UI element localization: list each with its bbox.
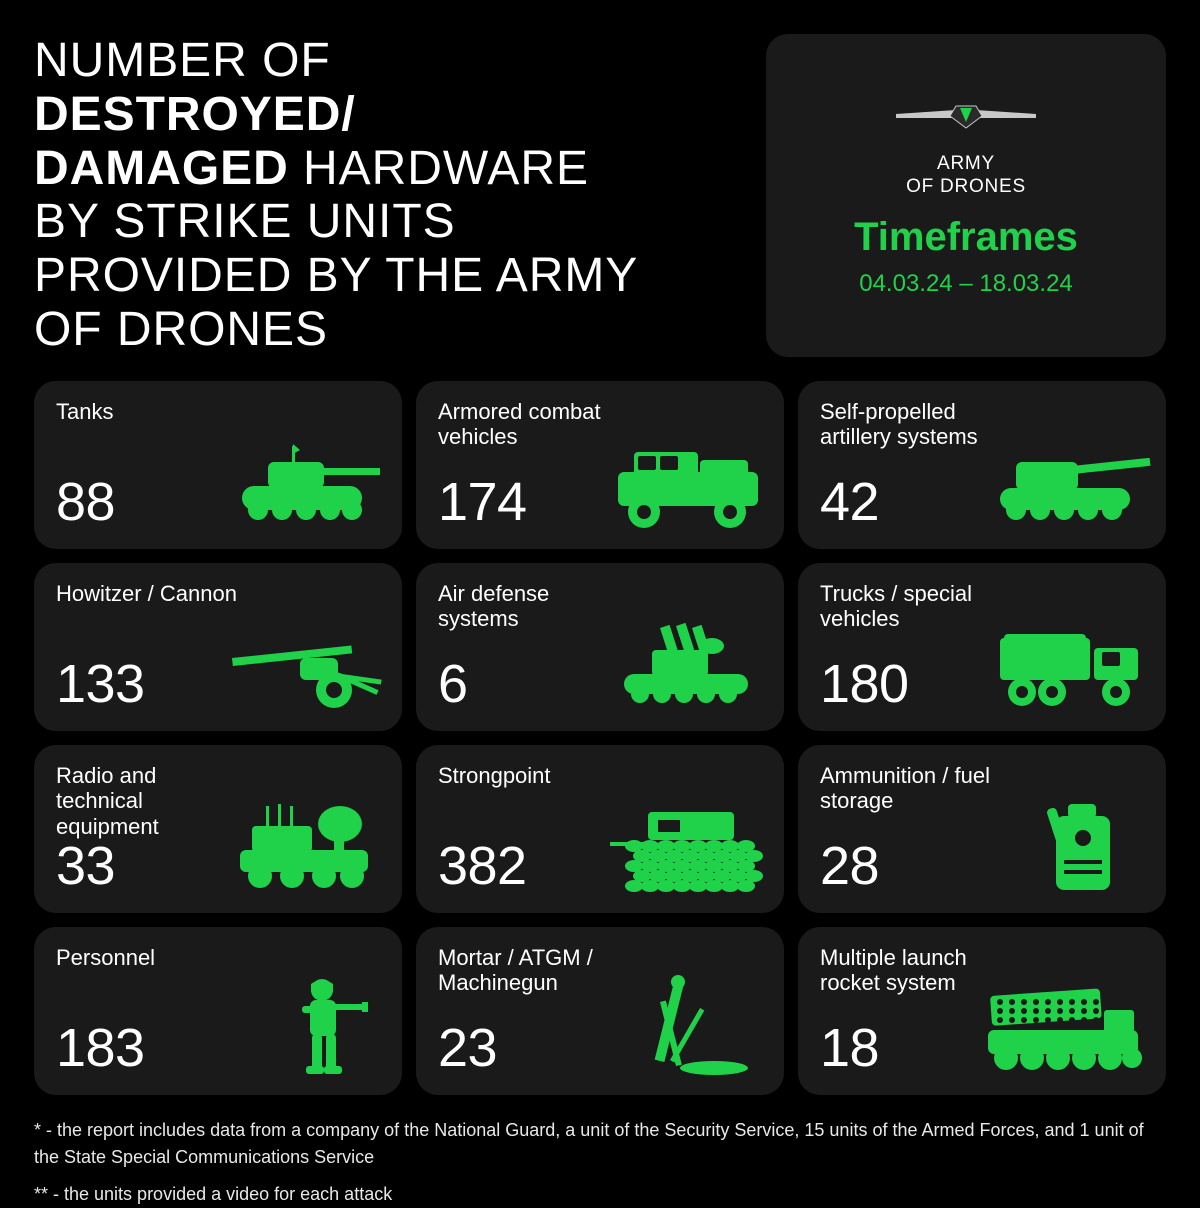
stat-label: Air defense systems	[438, 581, 626, 633]
stat-value: 88	[56, 471, 115, 533]
title-line: HARDWARE	[289, 142, 589, 195]
stat-card: Mortar / ATGM / Machinegun 23	[416, 927, 784, 1095]
fuel-icon	[986, 790, 1156, 905]
stat-card: Trucks / special vehicles 180	[798, 563, 1166, 731]
title-line: NUMBER OF	[34, 34, 331, 87]
stat-value: 33	[56, 835, 115, 897]
stat-label: Radio and technical equipment	[56, 763, 244, 841]
stat-value: 174	[438, 471, 526, 533]
stat-card: Radio and technical equipment33	[34, 745, 402, 913]
strongpoint-icon	[604, 790, 774, 905]
stat-label: Howitzer / Cannon	[56, 581, 244, 607]
stat-label: Trucks / special vehicles	[820, 581, 1008, 633]
mlrs-icon	[976, 972, 1156, 1087]
stat-label: Mortar / ATGM / Machinegun	[438, 945, 626, 997]
stat-card: Strongpoint 382	[416, 745, 784, 913]
title-line: PROVIDED BY THE ARMY	[34, 249, 638, 302]
stat-value: 28	[820, 835, 879, 897]
stat-card: Personnel 183	[34, 927, 402, 1095]
stat-value: 382	[438, 835, 526, 897]
stat-card: Multiple launch rocket system18	[798, 927, 1166, 1095]
page-title: NUMBER OF DESTROYED/ DAMAGED HARDWARE BY…	[34, 34, 746, 357]
stat-label: Ammunition / fuel storage	[820, 763, 1008, 815]
stat-value: 6	[438, 653, 468, 715]
stat-card: Ammunition / fuel storage 28	[798, 745, 1166, 913]
stat-value: 23	[438, 1017, 497, 1079]
stat-value: 183	[56, 1017, 144, 1079]
spa-icon	[986, 426, 1156, 541]
acv-icon	[604, 426, 774, 541]
stat-card: Howitzer / Cannon 133	[34, 563, 402, 731]
army-of-drones-label: ARMY OF DRONES	[906, 153, 1026, 199]
title-line: OF DRONES	[34, 303, 328, 356]
stat-card: Armored combat vehicles 174	[416, 381, 784, 549]
stat-value: 180	[820, 653, 908, 715]
timeframe-panel: ARMY OF DRONES Timeframes 04.03.24 – 18.…	[766, 34, 1166, 357]
date-range: 04.03.24 – 18.03.24	[859, 270, 1073, 298]
stat-label: Strongpoint	[438, 763, 626, 789]
stat-card: Air defense systems 6	[416, 563, 784, 731]
stat-label: Armored combat vehicles	[438, 399, 626, 451]
radio-icon	[222, 790, 392, 905]
howitzer-icon	[222, 608, 392, 723]
truck-icon	[986, 608, 1156, 723]
stat-value: 133	[56, 653, 144, 715]
title-line-bold: DAMAGED	[34, 142, 289, 195]
soldier-icon	[262, 972, 392, 1087]
footnote-1: * - the report includes data from a comp…	[34, 1117, 1166, 1171]
title-line: BY STRIKE UNITS	[34, 195, 456, 248]
stat-label: Tanks	[56, 399, 244, 425]
stat-card: Self-propelled artillery systems 42	[798, 381, 1166, 549]
stat-label: Self-propelled artillery systems	[820, 399, 1008, 451]
footnotes: * - the report includes data from a comp…	[34, 1117, 1166, 1208]
title-line-bold: DESTROYED/	[34, 88, 356, 141]
footnote-2: ** - the units provided a video for each…	[34, 1181, 1166, 1208]
stat-value: 42	[820, 471, 879, 533]
stat-label: Personnel	[56, 945, 244, 971]
mortar-icon	[604, 972, 774, 1087]
stat-card: Tanks 88	[34, 381, 402, 549]
tank-icon	[222, 426, 392, 541]
stats-grid: Tanks 88 Armored combat vehicles 174 Self-…	[34, 381, 1166, 1095]
airdef-icon	[604, 608, 774, 723]
stat-value: 18	[820, 1017, 879, 1079]
drone-icon	[886, 92, 1046, 147]
timeframes-heading: Timeframes	[854, 215, 1078, 260]
